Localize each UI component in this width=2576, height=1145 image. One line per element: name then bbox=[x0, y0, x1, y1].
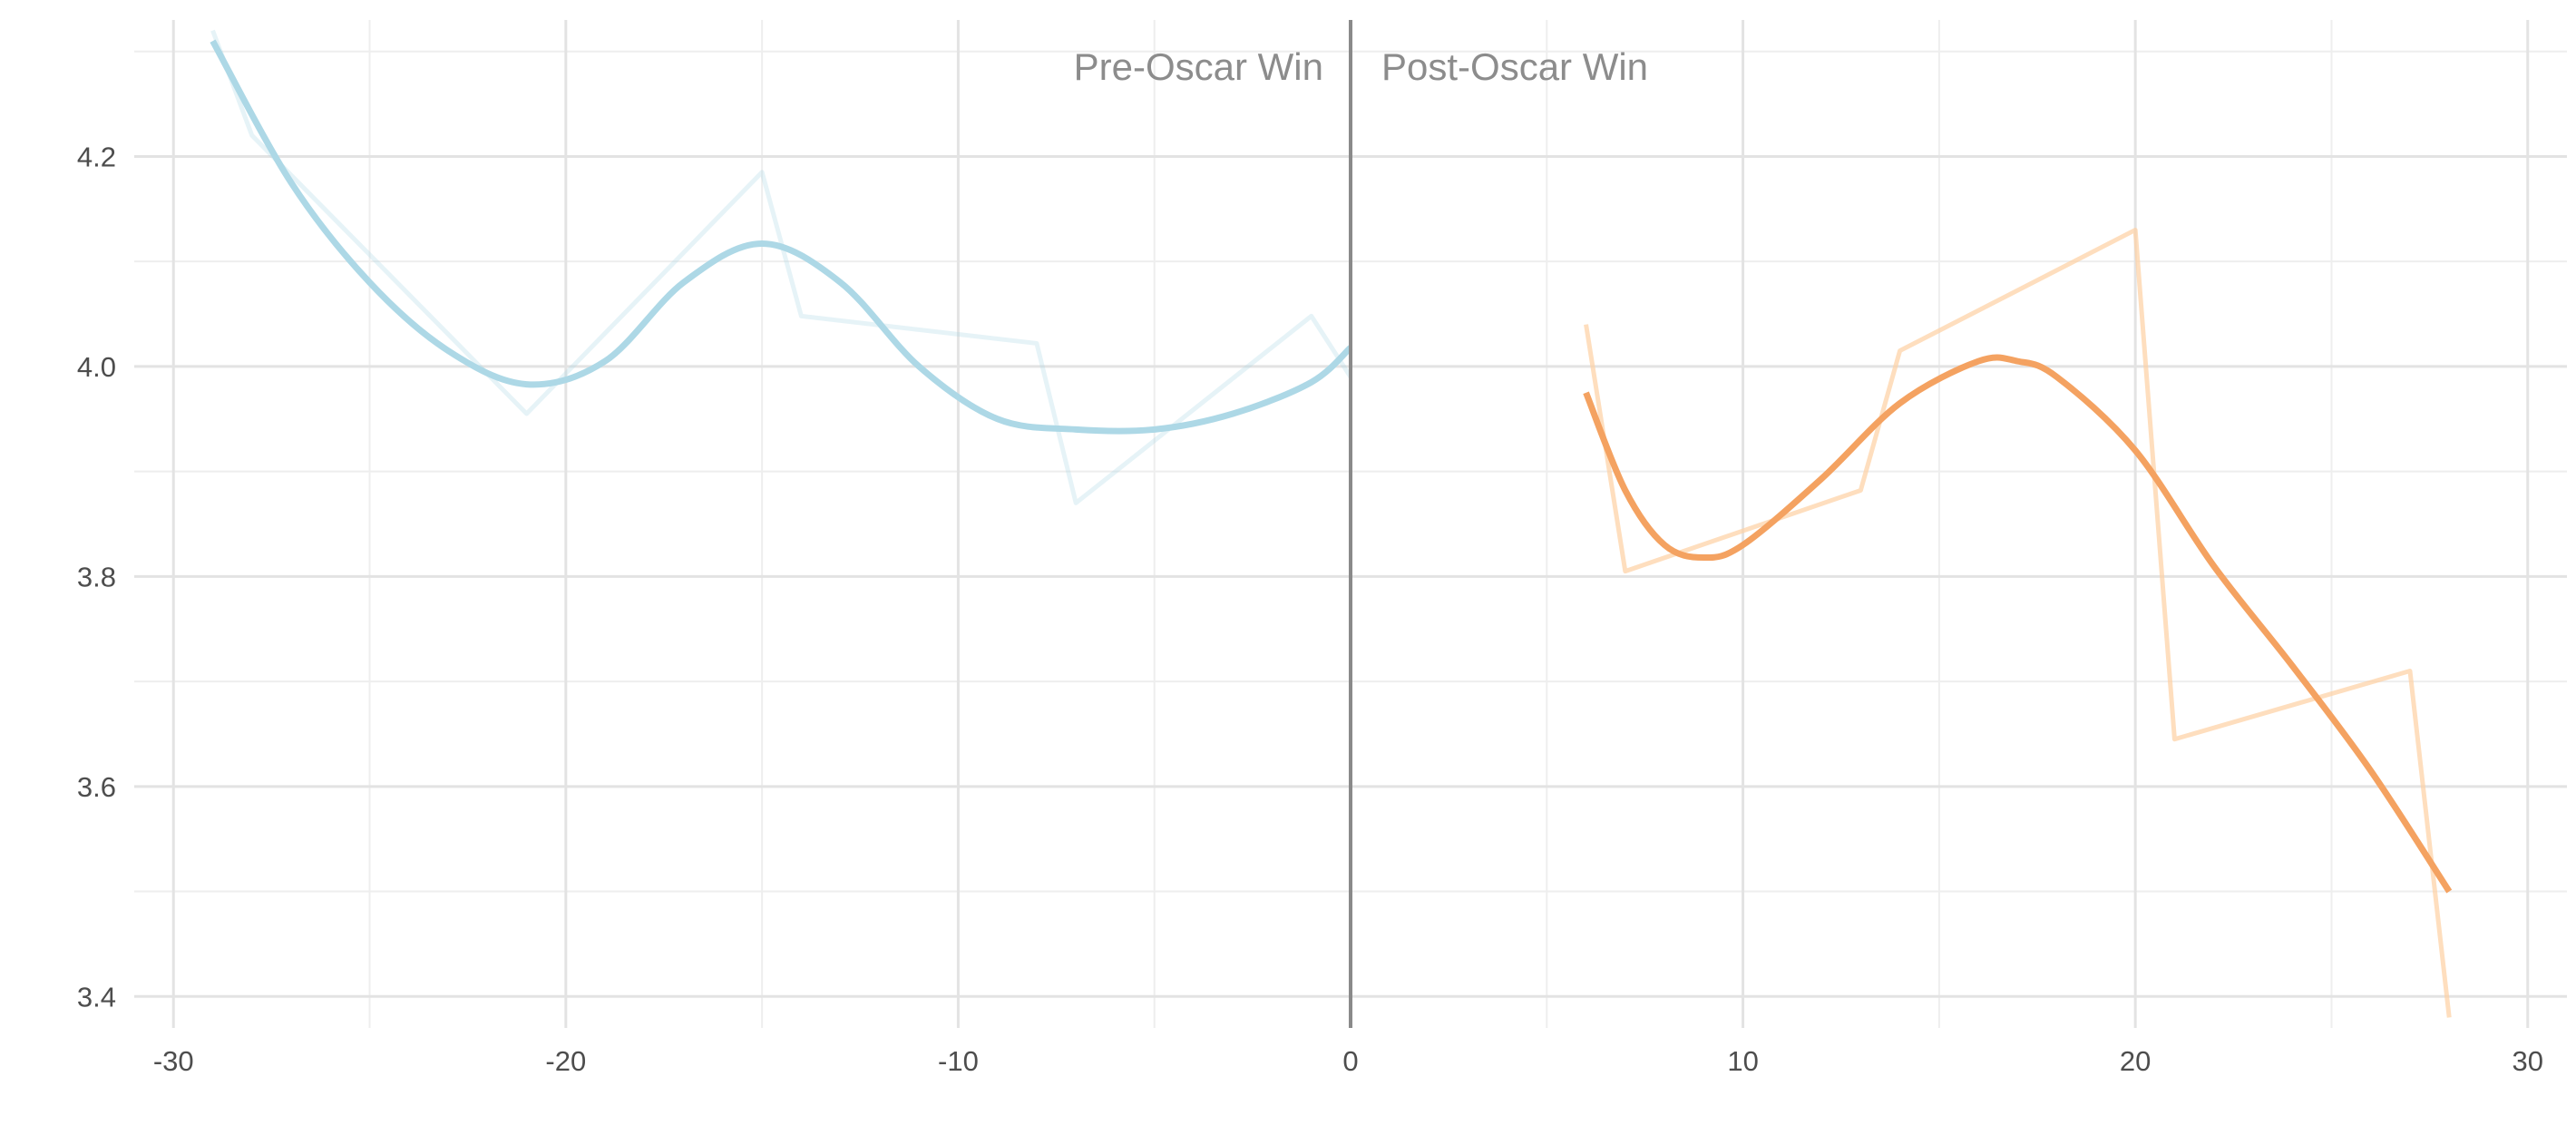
x-tick-label: 10 bbox=[1727, 1045, 1758, 1077]
x-tick-label: 0 bbox=[1342, 1045, 1358, 1077]
y-axis-tick-labels: 3.4 3.6 3.8 4.0 4.2 bbox=[77, 141, 116, 1013]
y-tick-label: 3.6 bbox=[77, 771, 116, 803]
smoothed-trend-line-3 bbox=[1583, 354, 2453, 894]
x-axis-tick-labels: -30 -20 -10 0 10 20 30 bbox=[153, 1045, 2543, 1077]
series-layer bbox=[210, 29, 2453, 1018]
x-tick-label: -10 bbox=[938, 1045, 979, 1077]
x-tick-label: -20 bbox=[545, 1045, 586, 1077]
x-tick-label: 30 bbox=[2512, 1045, 2542, 1077]
minor-gridlines-x bbox=[368, 20, 2333, 1028]
annotations: Pre-Oscar Win Post-Oscar Win bbox=[1074, 45, 1648, 88]
raw-rating-line-0 bbox=[210, 29, 1353, 505]
x-tick-label: -30 bbox=[153, 1045, 194, 1077]
y-tick-label: 4.2 bbox=[77, 141, 116, 172]
smoothed-trend-line-1 bbox=[210, 39, 1353, 435]
pre-oscar-label: Pre-Oscar Win bbox=[1074, 45, 1323, 88]
raw-rating-line-2 bbox=[1584, 227, 2452, 1018]
y-tick-label: 3.4 bbox=[77, 981, 116, 1013]
x-tick-label: 20 bbox=[2120, 1045, 2151, 1077]
post-oscar-label: Post-Oscar Win bbox=[1381, 45, 1648, 88]
y-tick-label: 4.0 bbox=[77, 351, 116, 383]
y-tick-label: 3.8 bbox=[77, 561, 116, 592]
